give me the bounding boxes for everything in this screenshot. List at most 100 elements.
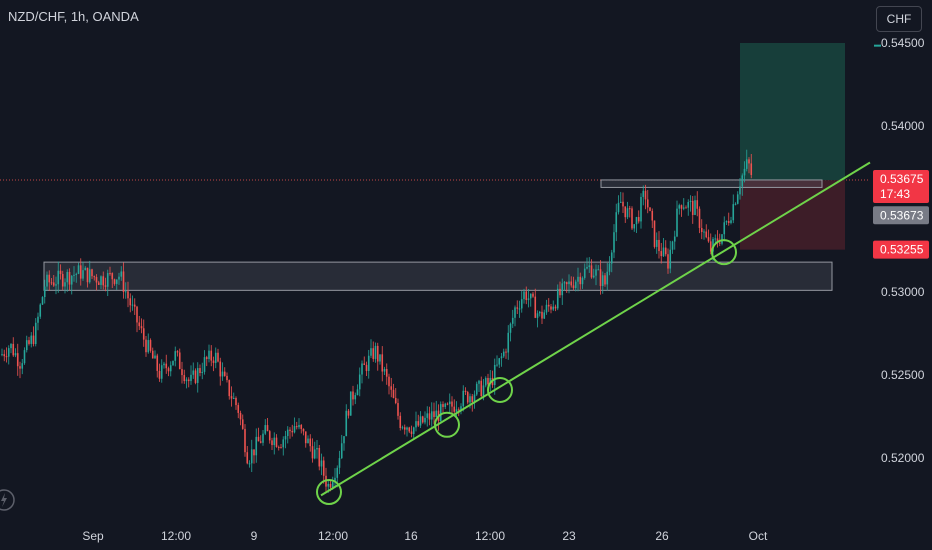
candle-body <box>536 313 539 318</box>
candle-body <box>637 217 640 222</box>
candle-body <box>3 354 6 357</box>
candle-body <box>356 389 359 396</box>
candle-body <box>383 369 386 372</box>
candle-body <box>419 416 422 426</box>
candle-body <box>473 394 476 403</box>
candle-body <box>165 363 168 369</box>
candle-body <box>658 239 660 252</box>
candle-body <box>12 343 15 356</box>
candle-body <box>664 247 667 255</box>
currency-button[interactable]: CHF <box>876 6 922 32</box>
candle-body <box>505 351 507 353</box>
candle-body <box>205 357 208 359</box>
candle-body <box>79 265 82 279</box>
candle-body <box>415 421 417 428</box>
candle-body <box>622 201 624 207</box>
candle-body <box>493 364 496 386</box>
candle-body <box>500 356 503 359</box>
candle-body <box>174 351 177 361</box>
candle-body <box>669 249 672 269</box>
candle-body <box>649 207 651 211</box>
candle-body <box>295 426 298 428</box>
lightning-icon[interactable] <box>0 488 16 512</box>
candle-body <box>19 366 21 369</box>
touch-circle <box>711 239 737 266</box>
entry-price-label: 0.53673 <box>880 208 924 222</box>
candle-body <box>673 236 676 242</box>
candle-body <box>707 237 710 242</box>
candle-body <box>408 427 411 432</box>
touch-circle <box>434 411 460 438</box>
candle-body <box>226 375 228 381</box>
candle-body <box>523 291 525 300</box>
candle-body <box>41 297 44 305</box>
candle-body <box>255 436 258 456</box>
candle-body <box>568 281 570 285</box>
candle-body <box>21 363 24 369</box>
candle-body <box>685 207 687 209</box>
candle-body <box>561 283 564 296</box>
candle-body <box>736 194 739 204</box>
candle-body <box>34 322 37 344</box>
candle-body <box>615 212 618 233</box>
candle-body <box>550 306 552 310</box>
y-tick-label: 0.52000 <box>881 451 925 465</box>
candle-body <box>703 231 705 233</box>
candle-body <box>448 401 451 405</box>
candle-body <box>343 436 345 444</box>
candle-body <box>201 371 204 374</box>
price-axis: 0.54500 0.54000 0.53000 0.52500 0.52000 <box>881 36 925 465</box>
candle-body <box>608 263 611 272</box>
candle-body <box>219 361 222 377</box>
candle-body <box>462 390 465 407</box>
candle-body <box>298 424 300 428</box>
candle-body <box>520 299 523 309</box>
candle-body <box>187 379 190 382</box>
candle-body <box>131 304 134 306</box>
candle-body <box>259 441 262 443</box>
candle-body <box>52 282 55 286</box>
candle-body <box>120 271 123 277</box>
candle-body <box>66 271 69 283</box>
candle-body <box>111 273 114 280</box>
candle-body <box>136 306 138 323</box>
candle-body <box>586 266 588 269</box>
candle-body <box>588 265 591 267</box>
candle-body <box>329 483 332 488</box>
candle-body <box>604 275 606 285</box>
candle-body <box>223 371 226 376</box>
candle-body <box>487 377 489 385</box>
candle-body <box>282 439 285 448</box>
candle-body <box>646 199 649 208</box>
y-tick-label: 0.54500 <box>881 36 925 50</box>
candle-body <box>248 463 251 465</box>
candle-body <box>534 296 537 318</box>
candle-body <box>595 269 597 276</box>
candle-body <box>426 413 429 418</box>
candle-body <box>273 437 276 446</box>
y-tick-label: 0.54000 <box>881 119 925 133</box>
candle-body <box>718 242 721 244</box>
candle-body <box>399 415 402 429</box>
candle-body <box>160 365 163 379</box>
candle-body <box>750 163 753 175</box>
candle-body <box>345 410 348 437</box>
candle-body <box>734 203 737 205</box>
candle-body <box>498 358 501 365</box>
candle-body <box>68 271 71 285</box>
candle-body <box>541 311 543 319</box>
candle-body <box>338 458 341 468</box>
candle-body <box>264 425 267 434</box>
candle-body <box>631 208 633 229</box>
candle-body <box>626 208 629 218</box>
candle-body <box>570 281 573 286</box>
candle-body <box>381 354 384 372</box>
symbol-title: NZD/CHF, 1h, OANDA <box>8 9 139 24</box>
candle-body <box>104 285 107 287</box>
x-tick-label: 9 <box>251 529 258 543</box>
candle-body <box>516 307 519 309</box>
candle-body <box>167 368 170 372</box>
candle-body <box>14 353 17 356</box>
